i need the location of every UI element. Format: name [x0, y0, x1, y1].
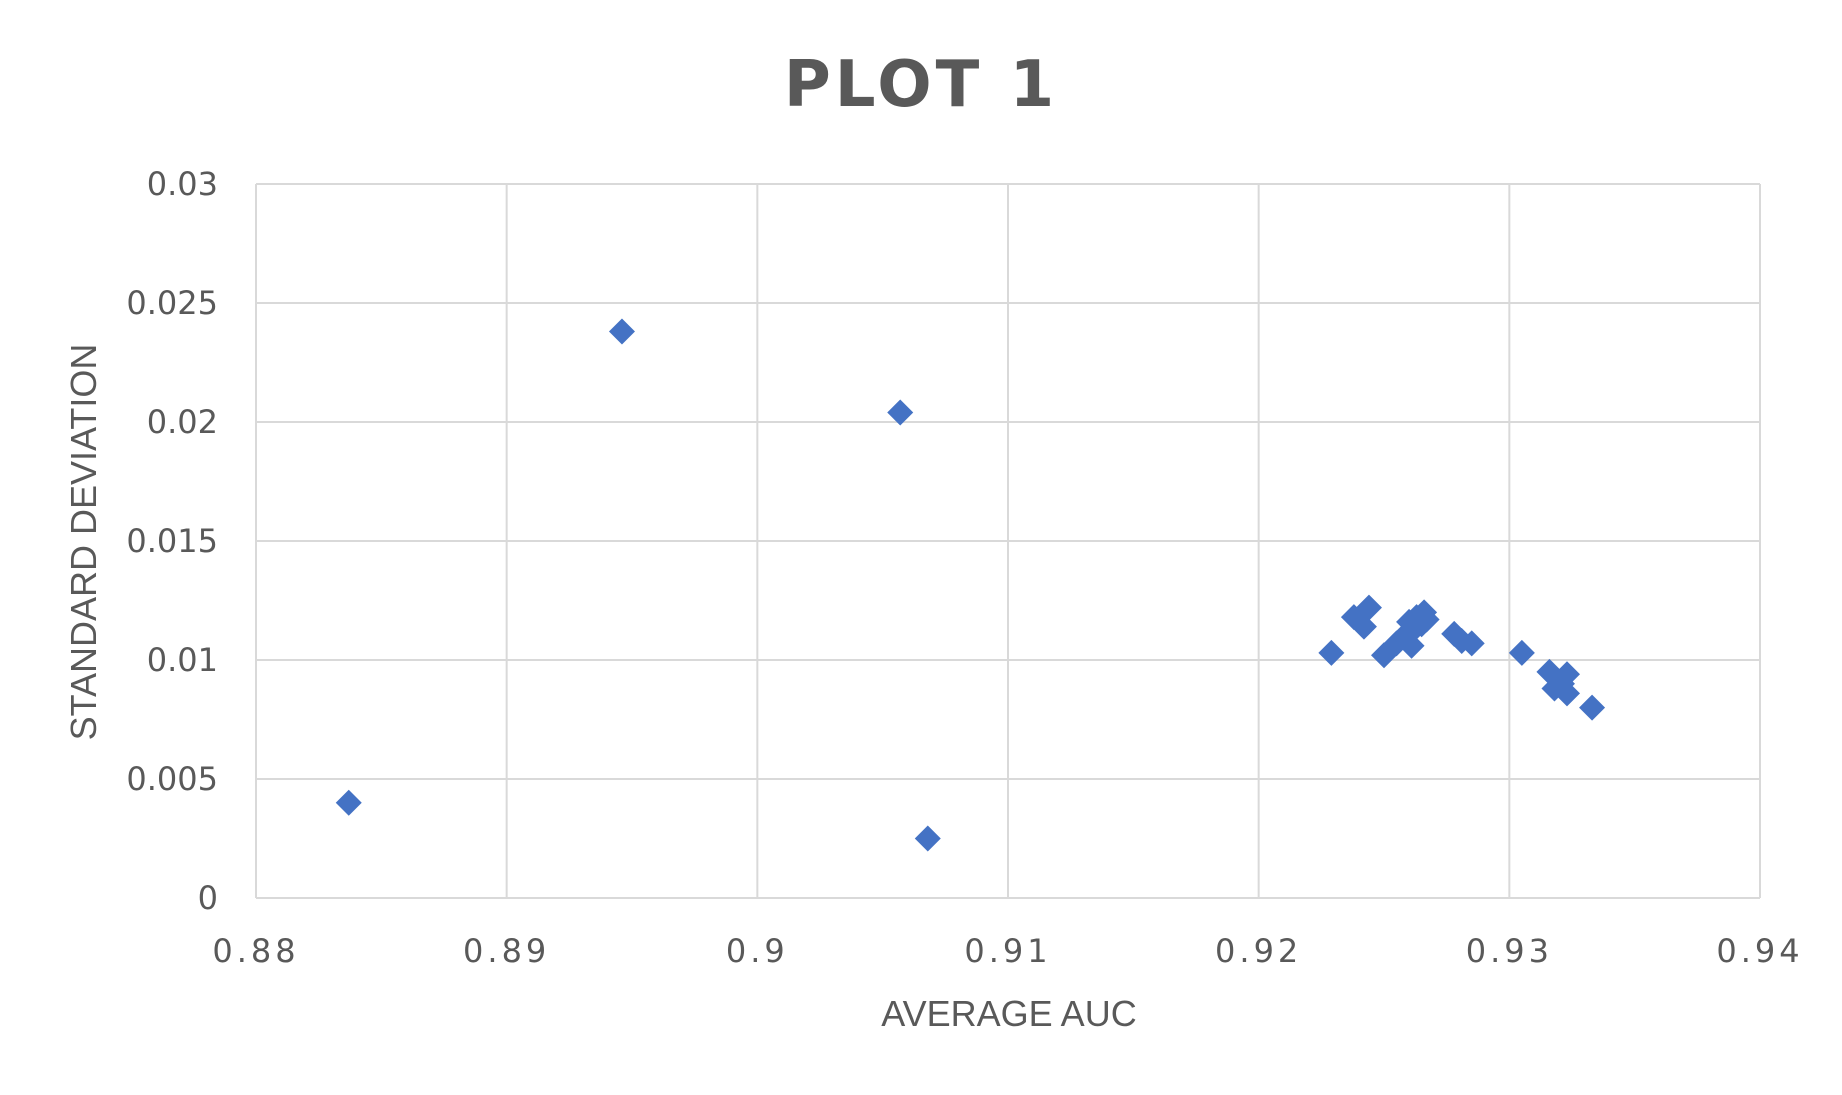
- x-tick-label: 0.94: [1716, 932, 1803, 970]
- data-point: [1458, 630, 1485, 657]
- data-point: [1413, 606, 1440, 633]
- x-tick-label: 0.91: [964, 932, 1051, 970]
- data-point: [608, 318, 635, 345]
- data-point: [1355, 594, 1382, 621]
- data-point: [335, 789, 362, 816]
- data-point: [1553, 680, 1580, 707]
- grid-lines: [255, 183, 1761, 899]
- x-tick-label: 0.92: [1215, 932, 1302, 970]
- x-tick-label: 0.93: [1466, 932, 1553, 970]
- data-point: [1579, 694, 1606, 721]
- data-point: [1350, 613, 1377, 640]
- y-tick-label: 0.005: [126, 760, 218, 798]
- x-axis-title: AVERAGE AUC: [881, 993, 1136, 1034]
- y-tick-label: 0.02: [147, 403, 218, 441]
- data-point: [1318, 639, 1345, 666]
- chart-title: PLOT 1: [784, 48, 1058, 122]
- x-axis-tick-labels: 0.88 0.89 0.9 0.91 0.92 0.93 0.94: [212, 932, 1803, 970]
- y-tick-label: 0.015: [126, 522, 218, 560]
- y-tick-label: 0.03: [147, 165, 218, 203]
- y-tick-label: 0.01: [147, 641, 218, 679]
- data-point: [914, 825, 941, 852]
- y-axis-tick-labels: 0 0.005 0.01 0.015 0.02 0.025 0.03: [126, 165, 218, 917]
- data-point: [887, 399, 914, 426]
- data-points: [335, 318, 1606, 852]
- y-axis-title: STANDARD DEVIATION: [63, 344, 104, 741]
- x-tick-label: 0.89: [463, 932, 550, 970]
- data-point: [1508, 639, 1535, 666]
- y-tick-label: 0.025: [126, 284, 218, 322]
- data-point: [1553, 661, 1580, 688]
- x-tick-label: 0.9: [726, 932, 789, 970]
- y-tick-label: 0: [198, 879, 218, 917]
- x-tick-label: 0.88: [212, 932, 299, 970]
- data-point: [1398, 632, 1425, 659]
